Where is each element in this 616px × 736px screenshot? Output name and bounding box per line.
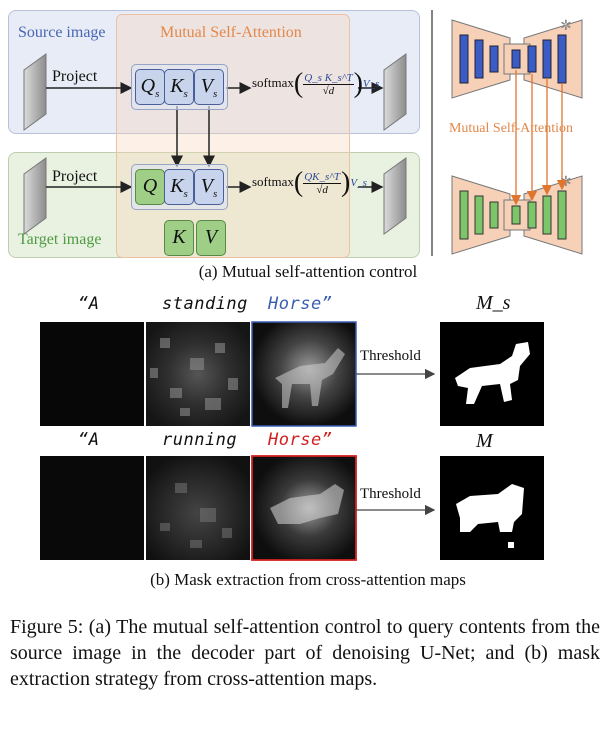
target-image-label: Target image (18, 231, 102, 248)
figure-caption: Figure 5: (a) The mutual self-attention … (10, 616, 600, 690)
softmax-formula-target: softmax(QK_s^T √d)V_s (252, 167, 367, 198)
token-k: K (164, 220, 194, 256)
row2-map-a (40, 456, 144, 560)
row2-threshold-label: Threshold (360, 486, 421, 502)
unet-source-icon: ✲ (451, 19, 583, 99)
row1-speckle (150, 338, 238, 416)
softmax-formula-source: softmax(Q_s K_s^T √d)V_s (252, 68, 380, 99)
row1-word-standing: standing (162, 294, 248, 314)
row1-mask-label: M_s (476, 292, 511, 314)
token-vs-target: Vs (194, 169, 224, 205)
row1-word-horse: Horse” (268, 294, 333, 314)
caption-b: (b) Mask extraction from cross-attention… (150, 570, 466, 589)
target-output-slab (383, 157, 407, 235)
row1-threshold-label: Threshold (360, 348, 421, 364)
source-image-label: Source image (18, 24, 106, 41)
mutual-self-attention-label: Mutual Self-Attention (160, 24, 302, 41)
source-output-slab (383, 53, 407, 131)
row2-word-a: “A (78, 430, 100, 450)
row2-speckle (160, 483, 232, 548)
row1-map-a (40, 322, 144, 426)
target-feature-slab (23, 157, 47, 235)
token-vs: Vs (194, 69, 224, 105)
row2-mask-label: M (476, 430, 493, 452)
project-label-source: Project (52, 68, 98, 85)
token-ks-target: Ks (164, 169, 194, 205)
token-v: V (196, 220, 226, 256)
unet-mutual-label: Mutual Self-Attention (448, 121, 574, 136)
token-q: Q (135, 169, 165, 205)
row2-word-running: running (162, 430, 238, 450)
token-ks: Ks (164, 69, 194, 105)
row1-word-a: “A (78, 294, 100, 314)
token-qs: Qs (135, 69, 165, 105)
caption-a: (a) Mutual self-attention control (198, 262, 418, 281)
row1-map-standing (146, 322, 250, 426)
project-label-target: Project (52, 168, 98, 185)
panel-a-graphics: ✲ ✲ (23, 10, 583, 256)
svg-text:✲: ✲ (560, 19, 572, 34)
source-feature-slab (23, 53, 47, 131)
mutual-attention-panel (116, 14, 350, 258)
panel-b-graphics (40, 321, 544, 561)
row2-word-horse: Horse” (268, 430, 333, 450)
